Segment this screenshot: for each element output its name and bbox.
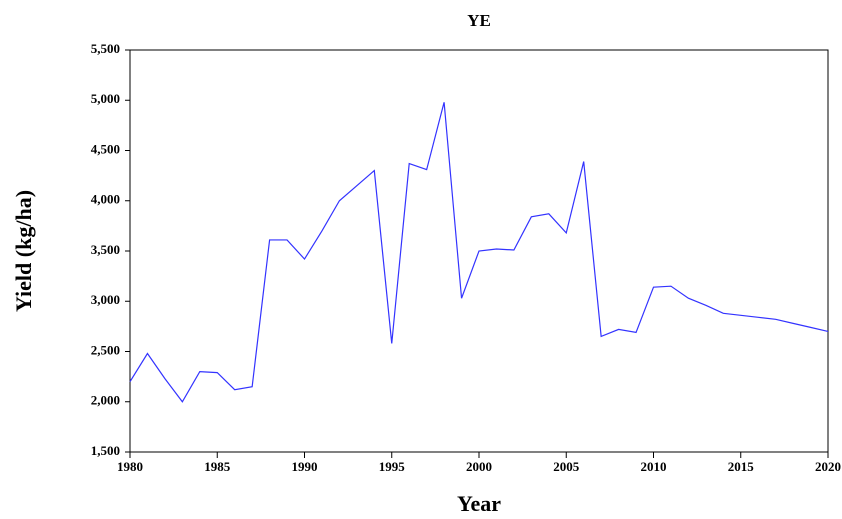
y-axis-label: Yield (kg/ha) — [11, 190, 36, 312]
x-tick-label: 2020 — [815, 459, 841, 474]
y-tick-label: 3,500 — [91, 242, 120, 257]
y-tick-label: 5,500 — [91, 41, 120, 56]
y-tick-label: 4,000 — [91, 192, 120, 207]
x-tick-label: 1995 — [379, 459, 406, 474]
y-tick-label: 2,500 — [91, 342, 120, 357]
x-tick-label: 1980 — [117, 459, 143, 474]
x-tick-label: 2005 — [553, 459, 580, 474]
chart-title: YE — [467, 11, 491, 30]
y-tick-label: 4,500 — [91, 141, 120, 156]
x-axis-label: Year — [457, 491, 501, 516]
data-line — [129, 102, 829, 403]
x-tick-label: 2015 — [728, 459, 755, 474]
x-tick-label: 2000 — [466, 459, 492, 474]
y-tick-label: 5,000 — [91, 91, 120, 106]
x-tick-label: 1985 — [204, 459, 231, 474]
x-tick-label: 1990 — [292, 459, 318, 474]
y-tick-label: 3,000 — [91, 292, 120, 307]
x-tick-label: 2010 — [641, 459, 667, 474]
y-tick-label: 1,500 — [91, 443, 120, 458]
y-tick-label: 2,000 — [91, 393, 120, 408]
